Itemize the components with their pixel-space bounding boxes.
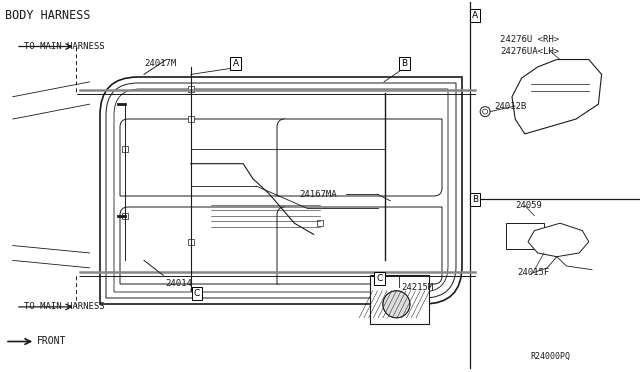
Text: 24276UA<LH>: 24276UA<LH>	[500, 47, 559, 56]
Text: 24167MA: 24167MA	[300, 190, 337, 199]
Text: 24059: 24059	[515, 201, 542, 210]
Text: 24015F: 24015F	[517, 268, 549, 277]
Text: B: B	[401, 60, 408, 68]
Ellipse shape	[383, 291, 410, 318]
Text: B: B	[472, 195, 478, 203]
Text: C: C	[376, 274, 383, 283]
Text: C: C	[194, 289, 200, 298]
Text: A: A	[472, 11, 478, 20]
Bar	[317, 220, 323, 226]
Text: 24017M: 24017M	[144, 60, 176, 68]
Text: A: A	[232, 60, 239, 68]
PathPatch shape	[100, 77, 462, 304]
Polygon shape	[528, 223, 589, 257]
Text: 24215M: 24215M	[401, 283, 433, 292]
Text: FRONT: FRONT	[37, 337, 67, 346]
Polygon shape	[512, 60, 602, 134]
Bar	[188, 116, 194, 122]
Bar	[188, 239, 194, 245]
Text: R24000PQ: R24000PQ	[530, 352, 570, 361]
Text: BODY HARNESS: BODY HARNESS	[5, 9, 91, 22]
Bar	[188, 86, 194, 92]
Bar	[122, 213, 128, 219]
Text: TO MAIN HARNESS: TO MAIN HARNESS	[24, 302, 105, 311]
Ellipse shape	[480, 107, 490, 116]
PathPatch shape	[120, 119, 285, 196]
PathPatch shape	[277, 119, 442, 196]
Text: 24014: 24014	[165, 279, 192, 288]
PathPatch shape	[277, 207, 442, 284]
Bar	[506, 223, 544, 249]
Bar	[370, 275, 429, 324]
Bar	[122, 146, 128, 152]
Ellipse shape	[483, 109, 488, 114]
Text: 24012B: 24012B	[495, 102, 527, 110]
Text: TO MAIN HARNESS: TO MAIN HARNESS	[24, 42, 105, 51]
PathPatch shape	[120, 207, 285, 284]
Text: 24276U <RH>: 24276U <RH>	[500, 35, 559, 44]
